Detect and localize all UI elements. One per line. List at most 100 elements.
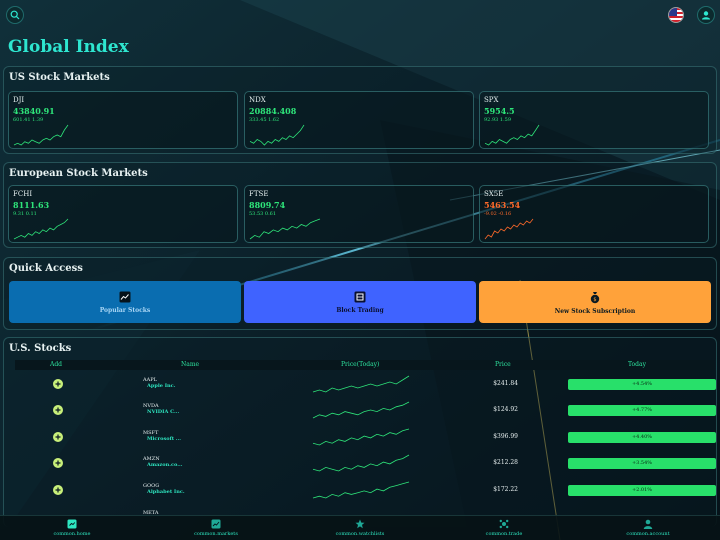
new-stock-subscription-button[interactable]: $ New Stock Subscription: [479, 281, 711, 323]
table-header: Add Name Price(Today) Price Today: [15, 360, 715, 370]
col-add: Add: [50, 361, 63, 368]
index-value: 8111.63: [13, 200, 50, 210]
today-change-badge: +4.77%: [568, 405, 716, 416]
stock-ticker: META: [143, 510, 159, 516]
sparkline-path: [312, 375, 410, 393]
stock-price: $241.84: [493, 380, 518, 387]
table-row[interactable]: MSFT Microsoft ... $396.99 +4.40%: [15, 424, 716, 450]
add-watchlist-button[interactable]: [53, 432, 63, 442]
search-icon: [10, 10, 20, 20]
index-change: -9.02 -0.16: [484, 211, 512, 217]
money-bag-icon: $: [590, 291, 600, 303]
today-change-badge: +2.01%: [568, 485, 716, 496]
sparkline-path: [312, 428, 410, 446]
sparkline-nvda: [312, 401, 410, 419]
index-symbol: SX5E: [484, 190, 504, 198]
index-value: 20884.408: [249, 106, 297, 116]
index-card-dji[interactable]: DJI 43840.91 601.41 1.39: [8, 91, 238, 149]
index-card-ndx[interactable]: NDX 20884.408 333.45 1.62: [244, 91, 474, 149]
top-bar: [0, 0, 720, 32]
index-card-spx[interactable]: SPX 5954.5 92.93 1.59: [479, 91, 709, 149]
popular-stocks-button[interactable]: Popular Stocks: [9, 281, 241, 323]
quick-access-label: Popular Stocks: [99, 306, 151, 314]
user-icon: [702, 11, 710, 20]
block-trading-button[interactable]: Block Trading: [244, 281, 476, 323]
quick-access-label: New Stock Subscription: [554, 307, 636, 315]
sparkline-aapl: [312, 375, 410, 393]
index-change: 9.31 0.11: [13, 211, 37, 217]
add-watchlist-button[interactable]: [53, 458, 63, 468]
us-flag-icon[interactable]: [668, 7, 684, 23]
today-change-badge: +3.54%: [568, 458, 716, 469]
table-row[interactable]: NVDA NVIDIA C... $124.92 +4.77%: [15, 397, 716, 423]
index-symbol: NDX: [249, 96, 266, 104]
nav-markets[interactable]: common.markets: [166, 519, 266, 537]
add-watchlist-button[interactable]: [53, 379, 63, 389]
us-stocks-panel: U.S. Stocks Add Name Price(Today) Price …: [3, 337, 717, 527]
page-title: Global Index: [8, 37, 129, 57]
sparkline-path: [13, 124, 69, 146]
index-change: 53.53 0.61: [249, 211, 277, 217]
sparkline-path: [312, 401, 410, 419]
us-markets-panel: US Stock Markets DJI 43840.91 601.41 1.3…: [3, 66, 717, 154]
table-row[interactable]: AMZN Amazon.co... $212.28 +3.54%: [15, 450, 716, 476]
nav-trade[interactable]: common.trade: [454, 519, 554, 537]
index-change: 601.41 1.39: [13, 117, 44, 123]
add-watchlist-button[interactable]: [53, 485, 63, 495]
search-button[interactable]: [6, 6, 24, 24]
sparkline-path: [13, 218, 69, 240]
stock-price: $124.92: [493, 406, 518, 413]
watchlist-icon: [355, 519, 365, 529]
us-stocks-title: U.S. Stocks: [9, 343, 72, 354]
index-change: 92.93 1.59: [484, 117, 512, 123]
home-icon: [67, 519, 77, 529]
plus-icon: [55, 487, 61, 493]
account-button[interactable]: [697, 6, 715, 24]
nav-account[interactable]: common.account: [598, 519, 698, 537]
plus-icon: [55, 407, 61, 413]
nav-label: common.account: [626, 531, 670, 537]
nav-home[interactable]: common.home: [22, 519, 122, 537]
table-row[interactable]: AAPL Apple Inc. $241.84 +4.54%: [15, 371, 716, 397]
index-value: 5954.5: [484, 106, 515, 116]
index-card-sx5e[interactable]: SX5E 5463.54 -9.02 -0.16: [479, 185, 709, 243]
stock-price: $172.22: [493, 486, 518, 493]
sparkline-path: [484, 218, 534, 240]
sparkline-path: [249, 218, 321, 240]
index-value: 5463.54: [484, 200, 521, 210]
eu-markets-title: European Stock Markets: [9, 168, 148, 179]
stock-ticker: AMZN: [143, 456, 160, 462]
trending-chart-icon: [119, 291, 131, 302]
us-markets-title: US Stock Markets: [9, 72, 110, 83]
sparkline-path: [249, 124, 305, 146]
sparkline-spx: [484, 124, 540, 146]
today-change-badge: +4.40%: [568, 432, 716, 443]
nav-watchlists[interactable]: common.watchlists: [310, 519, 410, 537]
svg-text:$: $: [593, 297, 596, 303]
sparkline-dji: [13, 124, 69, 146]
index-symbol: SPX: [484, 96, 499, 104]
stock-ticker: GOOG: [143, 483, 160, 489]
quick-access-title: Quick Access: [9, 263, 83, 274]
table-row[interactable]: GOOG Alphabet Inc. $172.22 +2.01%: [15, 477, 716, 503]
quick-access-panel: Quick Access Popular Stocks Block Tradin…: [3, 257, 717, 330]
stock-name: Apple Inc.: [147, 383, 176, 389]
plus-icon: [55, 460, 61, 466]
sparkline-ndx: [249, 124, 305, 146]
sparkline-ftse: [249, 218, 321, 240]
stock-ticker: NVDA: [143, 403, 159, 409]
index-card-fchi[interactable]: FCHI 8111.63 9.31 0.11: [8, 185, 238, 243]
sparkline-path: [484, 124, 540, 146]
index-card-ftse[interactable]: FTSE 8809.74 53.53 0.61: [244, 185, 474, 243]
sparkline-path: [312, 454, 410, 472]
sparkline-msft: [312, 428, 410, 446]
today-change-badge: +4.54%: [568, 379, 716, 390]
col-price: Price: [495, 361, 511, 368]
sparkline-goog: [312, 481, 410, 499]
nav-label: common.markets: [194, 531, 238, 537]
table-row[interactable]: META: [15, 504, 715, 530]
add-watchlist-button[interactable]: [53, 405, 63, 415]
sparkline-fchi: [13, 218, 69, 240]
account-icon: [643, 519, 653, 529]
sparkline-amzn: [312, 454, 410, 472]
